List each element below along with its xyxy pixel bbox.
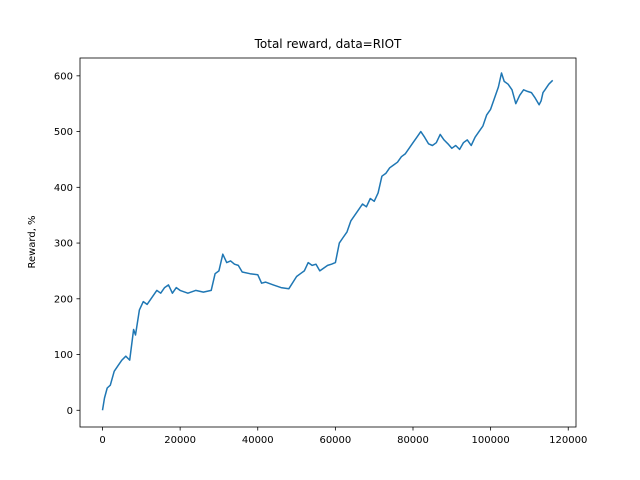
y-axis-label: Reward, % xyxy=(27,215,38,268)
x-tick-label: 80000 xyxy=(397,435,429,446)
x-tick-label: 120000 xyxy=(549,435,587,446)
series-line-0 xyxy=(101,72,554,411)
axes-frame xyxy=(79,57,577,428)
plot-area: 0 20000 40000 60000 80000 100000 120000 0 100 200… xyxy=(54,57,587,446)
y-tick-label: 500 xyxy=(54,127,73,138)
y-tick-label: 100 xyxy=(54,350,73,361)
x-tick-label: 100000 xyxy=(472,435,510,446)
y-tick-label: 0 xyxy=(67,406,73,417)
y-tick-label: 600 xyxy=(54,71,73,82)
y-tick-label: 400 xyxy=(54,183,73,194)
y-tick-label: 200 xyxy=(54,294,73,305)
x-tick-label: 60000 xyxy=(319,435,351,446)
x-tick-label: 20000 xyxy=(164,435,196,446)
y-tick-label: 300 xyxy=(54,239,73,250)
x-tick-label: 40000 xyxy=(242,435,274,446)
chart-title: Total reward, data=RIOT xyxy=(254,37,402,51)
x-tick-label: 0 xyxy=(99,435,105,446)
